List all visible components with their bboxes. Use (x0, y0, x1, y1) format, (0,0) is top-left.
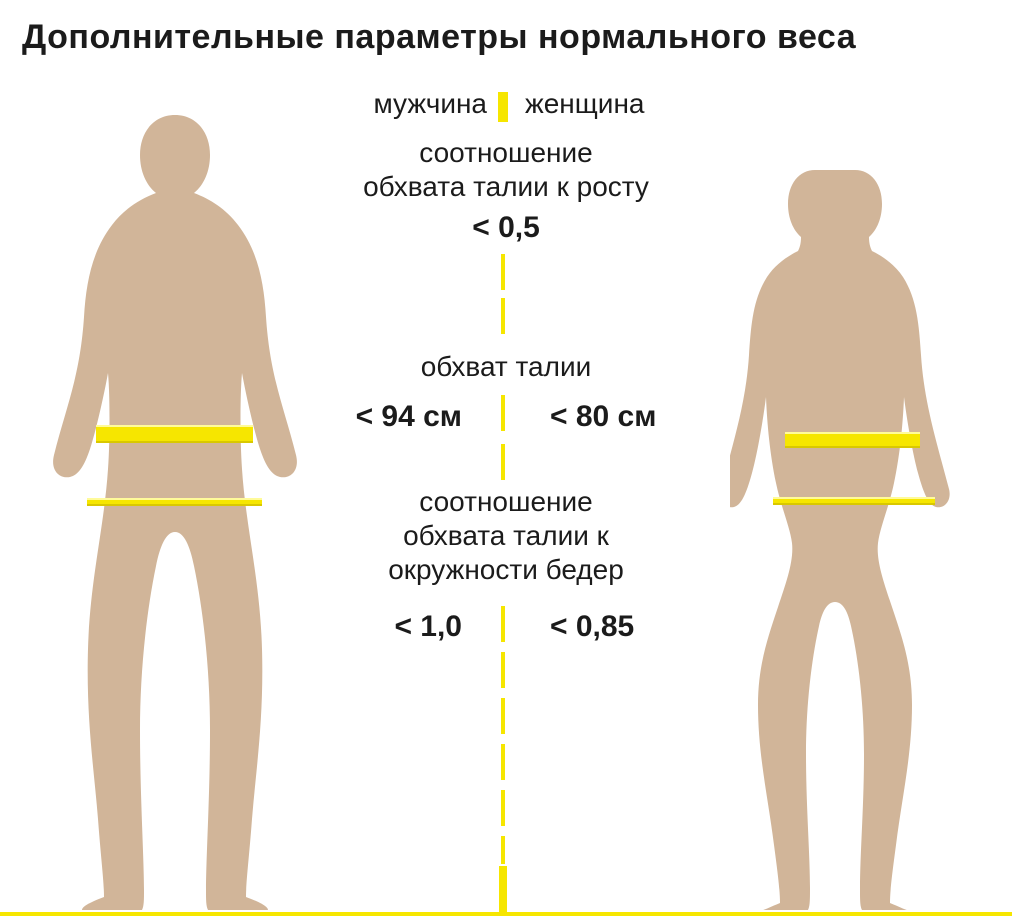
divider-dash (501, 836, 505, 864)
divider-dash (501, 606, 505, 642)
section-value-single: < 0,5 (0, 210, 1012, 247)
divider-dash (501, 254, 505, 290)
divider-dash (501, 698, 505, 734)
section-label: окружности бедер (0, 553, 1012, 587)
divider-bottom-stem (499, 866, 507, 916)
page-title: Дополнительные параметры нормального вес… (22, 18, 856, 57)
section-label: обхват талии (0, 350, 1012, 384)
waist-girth-female-value: < 80 см (550, 400, 656, 434)
female-waist-band (785, 432, 920, 448)
section-label: соотношение (0, 485, 1012, 519)
divider-top-bar (498, 92, 508, 122)
divider-dash (501, 744, 505, 780)
divider-dash (501, 652, 505, 688)
section-waist-girth: обхват талии (0, 350, 1012, 396)
divider-dash (501, 298, 505, 334)
waist-to-hip-male-value: < 1,0 (394, 610, 462, 644)
waist-to-hip-female-value: < 0,85 (550, 610, 634, 644)
divider-dash (501, 444, 505, 480)
section-label: обхвата талии к (0, 519, 1012, 553)
waist-girth-male-value: < 94 см (356, 400, 462, 434)
section-label: обхвата талии к росту (0, 170, 1012, 204)
divider-dash (501, 395, 505, 431)
column-label-female: женщина (525, 88, 644, 120)
infographic-root: Дополнительные параметры нормального вес… (0, 0, 1012, 921)
baseline (0, 912, 1012, 916)
section-waist-to-hip: соотношение обхвата талии к окружности б… (0, 485, 1012, 587)
male-waist-band (96, 425, 253, 443)
section-waist-to-height: соотношение обхвата талии к росту < 0,5 (0, 136, 1012, 247)
column-label-male: мужчина (373, 88, 487, 120)
section-label: соотношение (0, 136, 1012, 170)
divider-dash (501, 790, 505, 826)
